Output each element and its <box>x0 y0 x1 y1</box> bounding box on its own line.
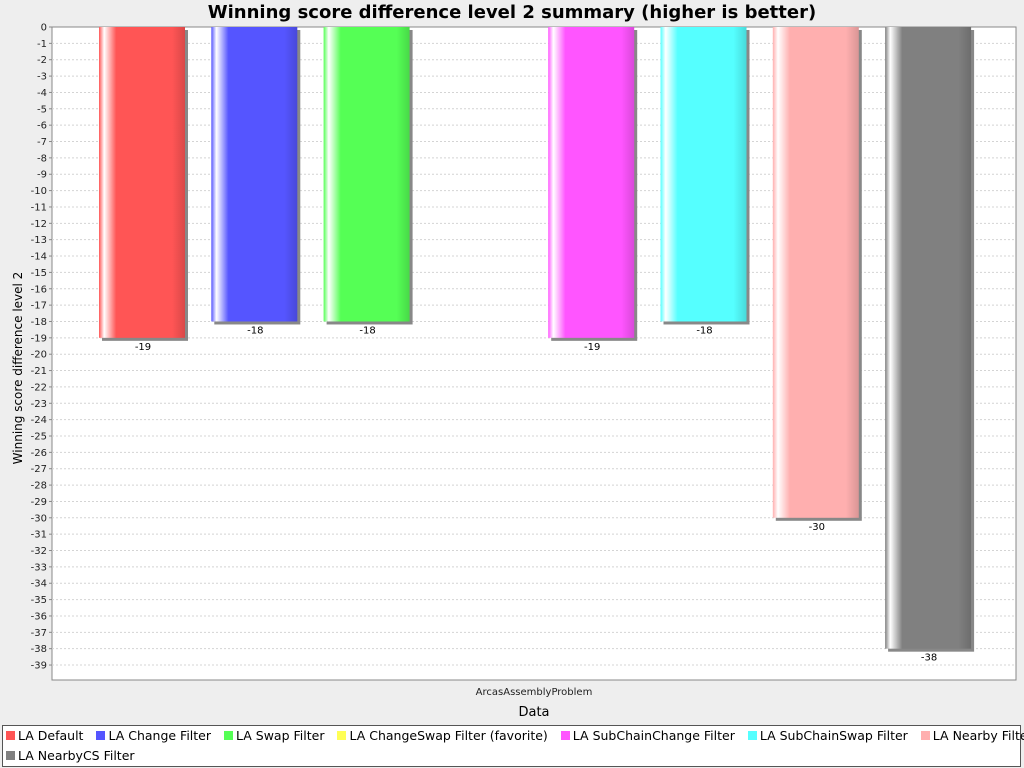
legend-swatch <box>337 731 347 740</box>
legend-item: LA Nearby Filter <box>920 728 1024 743</box>
legend-item: LA Change Filter <box>96 728 211 743</box>
bar <box>660 27 747 322</box>
legend-row: LA Default LA Change Filter LA Swap Filt… <box>3 728 1024 743</box>
legend-label: LA Swap Filter <box>236 728 325 743</box>
y-tick-label: -19 <box>31 333 47 344</box>
y-tick-label: -33 <box>31 562 47 573</box>
y-tick-label: -1 <box>37 39 47 50</box>
legend-label: LA Default <box>18 728 84 743</box>
y-tick-label: -34 <box>31 579 47 590</box>
legend-label: LA Change Filter <box>108 728 212 743</box>
legend-swatch <box>96 731 106 740</box>
legend-swatch <box>920 731 930 740</box>
bar <box>885 27 972 649</box>
y-tick-label: -2 <box>37 55 47 66</box>
y-tick-label: -36 <box>31 611 47 622</box>
y-tick-label: -29 <box>31 497 47 508</box>
bar-value-label: -19 <box>135 342 151 353</box>
y-tick-label: -26 <box>31 448 47 459</box>
y-tick-label: -4 <box>37 88 47 99</box>
y-tick-label: -9 <box>37 170 47 181</box>
y-tick-label: -18 <box>31 317 47 328</box>
y-tick-label: -12 <box>31 219 47 230</box>
bar-value-label: -38 <box>921 653 937 664</box>
y-tick-label: 0 <box>41 23 47 34</box>
legend-item: LA NearbyCS Filter <box>6 748 135 763</box>
y-tick-label: -11 <box>31 202 47 213</box>
y-axis: 0 -1 -2 -3 -4 -5 -6 -7 -8 -9 -10 -11 -12 -13 -14 -15 -16… <box>31 23 52 672</box>
y-tick-label: -22 <box>31 382 47 393</box>
y-tick-label: -20 <box>31 350 47 361</box>
bar <box>323 27 410 322</box>
chart-title: Winning score difference level 2 summary… <box>207 2 817 23</box>
y-tick-label: -27 <box>31 464 47 475</box>
y-tick-label: -32 <box>31 546 47 557</box>
y-tick-label: -7 <box>37 137 47 148</box>
y-tick-label: -37 <box>31 628 47 639</box>
legend-label: LA Nearby Filter <box>932 728 1024 743</box>
y-tick-label: -25 <box>31 432 47 443</box>
y-tick-label: -6 <box>37 121 47 132</box>
legend-swatch <box>224 731 233 740</box>
legend-item: LA SubChainChange Filter <box>560 728 735 743</box>
y-tick-label: -5 <box>37 104 47 115</box>
bar-value-label: -18 <box>359 325 375 336</box>
y-tick-label: -24 <box>31 415 47 426</box>
legend-item: LA ChangeSwap Filter (favorite) <box>337 728 548 743</box>
y-tick-label: -38 <box>31 644 47 655</box>
bars <box>99 27 975 652</box>
y-tick-label: -3 <box>37 72 47 83</box>
y-axis-label: Winning score difference level 2 <box>11 272 25 465</box>
bar <box>211 27 298 322</box>
bar <box>548 27 635 338</box>
x-axis-label: Data <box>518 705 549 720</box>
legend-swatch <box>560 731 570 740</box>
y-tick-label: -30 <box>31 513 47 524</box>
bar-value-label: -18 <box>696 325 712 336</box>
legend-swatch <box>747 731 757 740</box>
legend-item: LA SubChainSwap Filter <box>747 728 908 743</box>
legend-label: LA NearbyCS Filter <box>18 748 135 763</box>
y-tick-label: -8 <box>37 153 47 164</box>
y-tick-label: -28 <box>31 481 47 492</box>
y-tick-label: -16 <box>31 284 47 295</box>
y-tick-label: -23 <box>31 399 47 410</box>
x-tick-label: ArcasAssemblyProblem <box>476 687 593 698</box>
legend-swatch <box>6 731 15 740</box>
legend-label: LA SubChainChange Filter <box>572 728 735 743</box>
chart-plot: 0 -1 -2 -3 -4 -5 -6 -7 -8 -9 -10 -11 -12 -13 -14 -15 -16… <box>11 23 1017 720</box>
legend-label: LA ChangeSwap Filter (favorite) <box>349 728 548 743</box>
legend-item: LA Swap Filter <box>224 728 324 743</box>
y-tick-label: -15 <box>31 268 47 279</box>
y-tick-label: -21 <box>31 366 47 377</box>
y-tick-label: -14 <box>31 252 47 263</box>
data-labels: -19 -18 -18 -19 -18 -30 -38 <box>135 325 937 663</box>
legend-swatch <box>6 751 15 760</box>
y-tick-label: -35 <box>31 595 47 606</box>
legend-row: LA NearbyCS Filter <box>3 748 141 763</box>
bar-value-label: -18 <box>247 325 263 336</box>
bar-value-label: -30 <box>809 522 825 533</box>
bar <box>772 27 859 518</box>
y-tick-label: -17 <box>31 301 47 312</box>
legend-label: LA SubChainSwap Filter <box>759 728 908 743</box>
legend: LA Default LA Change Filter LA Swap Filt… <box>2 725 1024 767</box>
bar <box>99 27 185 338</box>
legend-item: LA Default <box>6 728 83 743</box>
y-tick-label: -10 <box>31 186 47 197</box>
y-tick-label: -39 <box>31 661 47 672</box>
y-tick-label: -13 <box>31 235 47 246</box>
bar-value-label: -19 <box>584 342 600 353</box>
y-tick-label: -31 <box>31 530 47 541</box>
